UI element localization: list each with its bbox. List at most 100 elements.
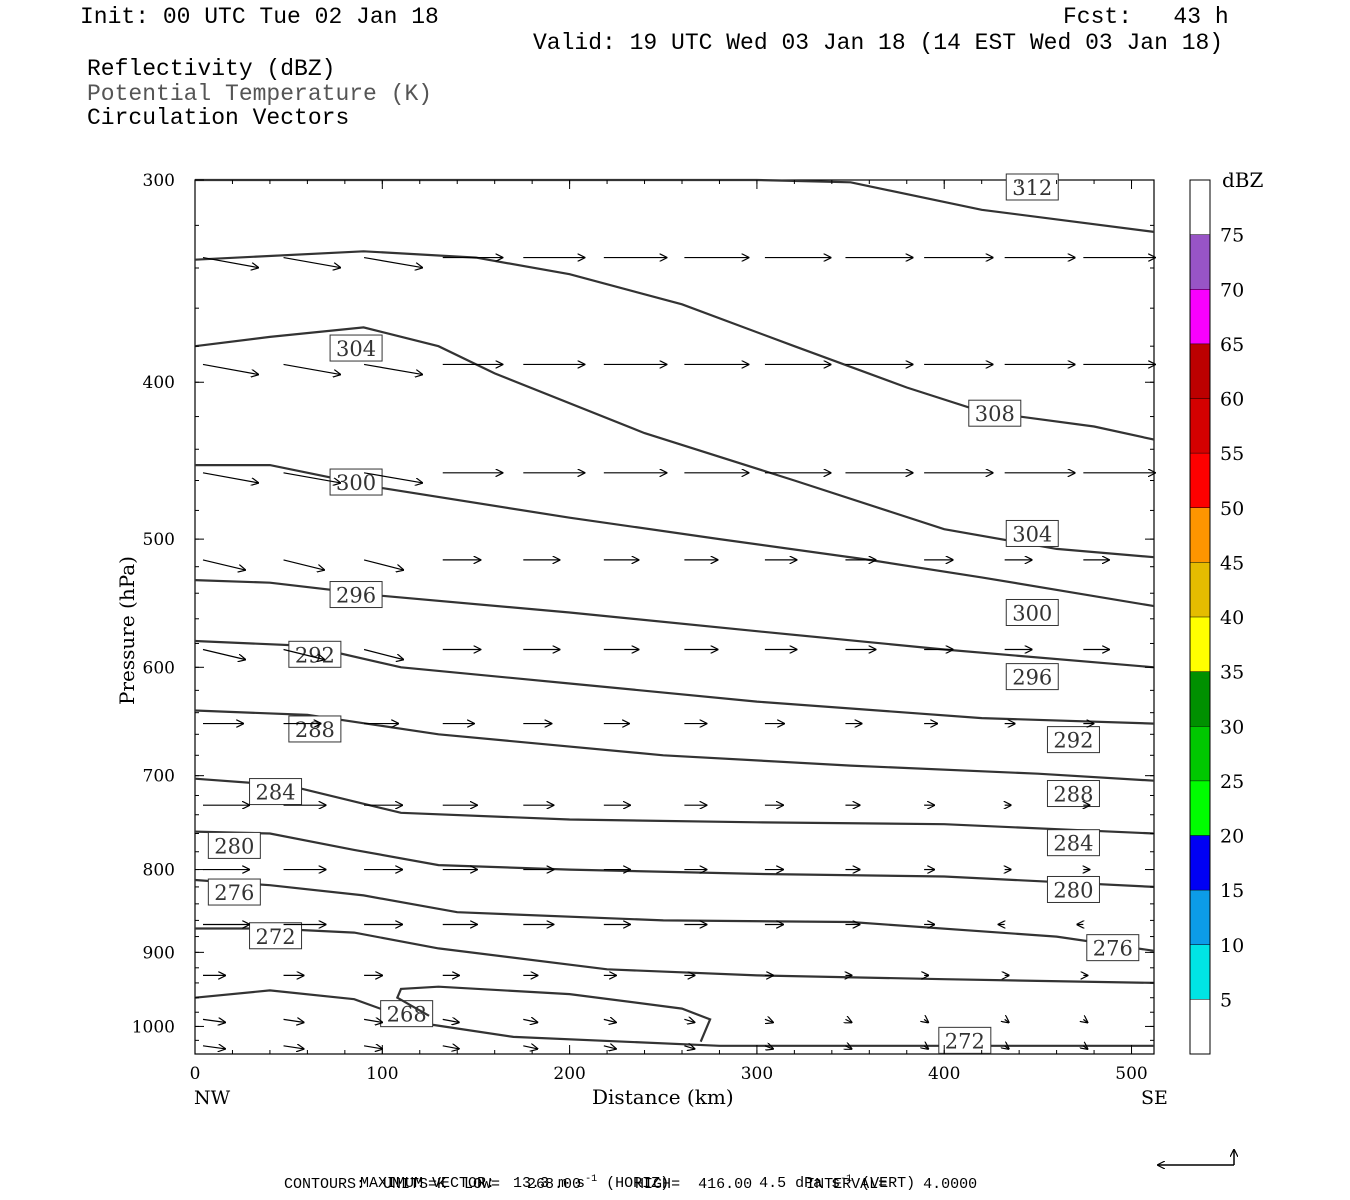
circulation-vector: [764, 1046, 773, 1049]
contour-label-276: 276: [214, 881, 254, 905]
colorbar-swatch: [1190, 944, 1210, 1000]
circulation-vector: [845, 1019, 851, 1022]
contour-label-312: 312: [1012, 176, 1052, 200]
max-vector-horiz: MAXIMUM VECTOR: 13.3 m s: [360, 1175, 586, 1192]
colorbar-title: dBZ: [1222, 168, 1264, 192]
y-tick-label: 400: [143, 373, 175, 393]
x-label-se: SE: [1141, 1087, 1168, 1109]
max-vector-vert-unit: (VERT): [861, 1175, 916, 1192]
theta-contour-284: [194, 777, 1155, 835]
theta-contour-300: [195, 464, 1155, 608]
y-tick-label: 500: [143, 530, 175, 550]
colorbar-label: 35: [1220, 662, 1244, 684]
x-tick-label: 100: [366, 1064, 398, 1084]
circulation-vector: [845, 1046, 851, 1049]
contour-label-280: 280: [214, 834, 254, 858]
colorbar-label: 15: [1220, 880, 1244, 902]
contour-label-280: 280: [1053, 878, 1093, 902]
circulation-vector: [202, 363, 258, 374]
contour-label-296: 296: [1012, 666, 1052, 690]
contour-info: CONTOURS: UNITS=K LOW= 268.00 HIGH= 416.…: [284, 1176, 978, 1193]
circulation-vector: [1005, 1046, 1009, 1049]
colorbar-label: 40: [1220, 607, 1244, 629]
colorbar-swatch: [1190, 398, 1210, 454]
contour-label-296: 296: [336, 584, 376, 608]
theta-contour-276: [194, 878, 1155, 952]
contour-label-272: 272: [255, 925, 295, 949]
contour-label-284: 284: [1053, 832, 1093, 856]
x-tick-label: 200: [553, 1064, 585, 1084]
circulation-vector: [363, 1046, 382, 1049]
circulation-vector: [442, 1019, 459, 1022]
x-tick-label: 500: [1115, 1064, 1147, 1084]
contour-label-box: [249, 778, 303, 806]
y-tick-label: 600: [143, 658, 175, 678]
circulation-vector: [924, 1046, 928, 1049]
colorbar-swatch: [1190, 726, 1210, 781]
contour-label-box: [1046, 875, 1100, 903]
colorbar-swatch: [1190, 999, 1210, 1054]
contour-label-292: 292: [295, 643, 335, 667]
colorbar-swatch: [1190, 562, 1210, 617]
circulation-vector: [202, 472, 258, 483]
contour-label-288: 288: [295, 718, 335, 742]
contour-label-300: 300: [336, 471, 376, 495]
colorbar-swatch: [1190, 890, 1210, 945]
circulation-vector: [283, 1046, 304, 1049]
y-tick-label: 800: [143, 861, 175, 881]
circulation-vector: [202, 256, 258, 268]
colorbar-swatch: [1190, 343, 1210, 399]
contour-label-box: [249, 922, 303, 950]
theta-contour-304: [194, 326, 1155, 559]
contour-label-292: 292: [1053, 729, 1093, 753]
colorbar-swatch: [1190, 453, 1210, 508]
theta-contour-280: [194, 830, 1155, 888]
contour-label-300: 300: [1012, 601, 1052, 625]
contour-label-box: [207, 878, 261, 906]
circulation-vector: [283, 559, 325, 570]
y-tick-label: 300: [143, 171, 175, 191]
colorbar-label: 70: [1220, 279, 1244, 301]
x-tick-label: 0: [190, 1064, 201, 1084]
circulation-vector: [202, 1019, 225, 1022]
circulation-vector: [202, 559, 245, 570]
circulation-vector: [523, 1046, 537, 1049]
circulation-vector: [363, 559, 403, 570]
theta-contour-288: [194, 709, 1155, 782]
contour-label-box: [1005, 663, 1059, 691]
circulation-vector: [283, 256, 341, 268]
contour-label-box: [1046, 726, 1100, 754]
colorbar-swatch: [1190, 507, 1210, 563]
circulation-vector: [1005, 1019, 1009, 1022]
y-tick-label: 900: [143, 943, 175, 963]
colorbar-swatch: [1190, 180, 1210, 235]
circulation-vector: [283, 363, 341, 374]
circulation-vector: [363, 363, 422, 374]
theta-contour-272: [195, 927, 1155, 984]
circulation-vector: [283, 1019, 304, 1022]
contour-label-288: 288: [1053, 783, 1093, 807]
y-axis-label: Pressure (hPa): [115, 556, 139, 705]
circulation-vector: [924, 1019, 928, 1022]
circulation-vector: [283, 472, 341, 483]
max-vector-vert: 4.5 dPa s: [759, 1175, 841, 1192]
colorbar-label: 30: [1220, 716, 1244, 738]
circulation-vector: [363, 256, 422, 268]
circulation-vector: [764, 1019, 773, 1022]
colorbar-swatch: [1190, 289, 1210, 344]
contour-label-308: 308: [975, 402, 1015, 426]
field-vectors: Circulation Vectors: [87, 105, 350, 131]
contour-label-304: 304: [1012, 522, 1052, 546]
circulation-vector: [523, 1019, 537, 1022]
colorbar-label: 45: [1220, 552, 1244, 574]
contour-label-284: 284: [255, 781, 295, 805]
theta-contour-268: [194, 989, 1154, 1047]
y-tick-label: 700: [143, 767, 175, 787]
contour-label-box: [1005, 598, 1059, 626]
contour-label-272: 272: [945, 1029, 985, 1053]
contour-label-box: [1086, 934, 1140, 962]
colorbar-swatch: [1190, 617, 1210, 672]
contour-label-box: [1005, 173, 1059, 201]
theta-contour-312: [195, 178, 1155, 233]
circulation-vector: [442, 1046, 459, 1049]
